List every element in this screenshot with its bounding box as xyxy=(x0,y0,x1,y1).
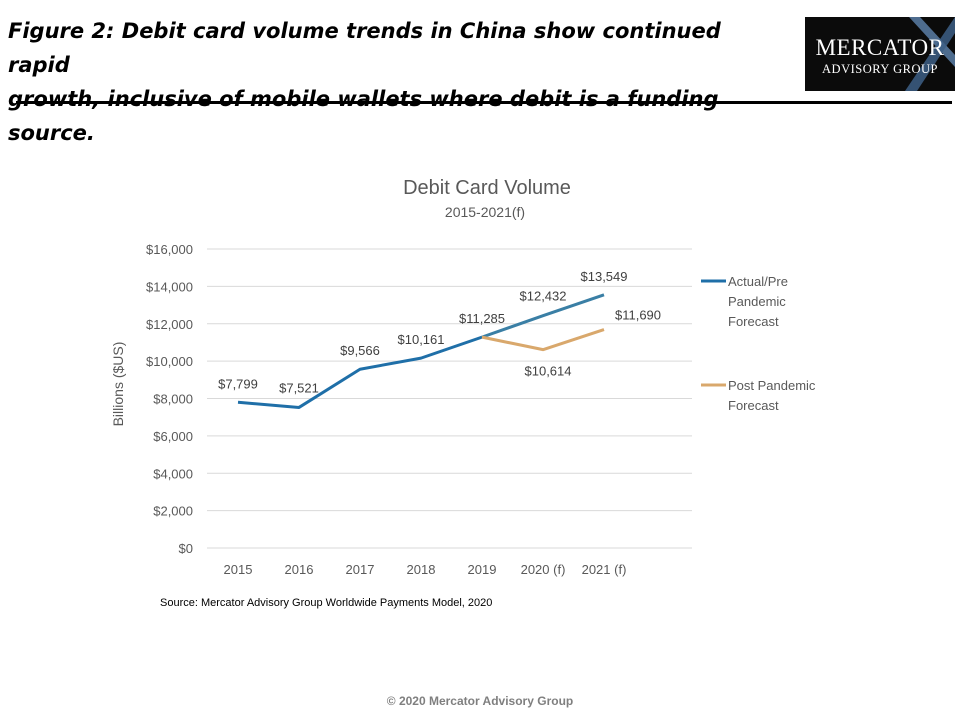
y-tick-label: $4,000 xyxy=(153,466,193,481)
x-tick-label: 2021 (f) xyxy=(582,562,627,577)
y-tick-label: $14,000 xyxy=(146,279,193,294)
data-label: $7,799 xyxy=(218,376,258,391)
legend-label: Pandemic xyxy=(728,294,786,309)
data-label: $9,566 xyxy=(340,343,380,358)
x-tick-label: 2019 xyxy=(468,562,497,577)
data-label: $7,521 xyxy=(279,380,319,395)
y-tick-label: $0 xyxy=(179,541,193,556)
figure-title: Figure 2: Debit card volume trends in Ch… xyxy=(8,14,788,150)
series-actual-line xyxy=(237,335,483,409)
figure-title-line-2: growth, inclusive of mobile wallets wher… xyxy=(8,87,719,145)
x-tick-label: 2018 xyxy=(407,562,436,577)
y-axis-ticks: $0 $2,000 $4,000 $6,000 $8,000 $10,000 $12,000… xyxy=(146,242,193,556)
data-labels: $7,799 $7,521 $9,566 $10,161 $11,285 $12,432 $… xyxy=(218,269,661,396)
y-tick-label: $12,000 xyxy=(146,317,193,332)
legend-label: Forecast xyxy=(728,398,779,413)
data-label: $10,614 xyxy=(525,364,572,379)
series-post-pandemic-line xyxy=(481,328,605,352)
legend-label: Forecast xyxy=(728,314,779,329)
source-note: Source: Mercator Advisory Group Worldwid… xyxy=(160,597,493,609)
chart-subtitle: 2015-2021(f) xyxy=(445,204,525,220)
data-label: $11,285 xyxy=(459,311,505,326)
copyright-note: © 2020 Mercator Advisory Group xyxy=(386,694,574,708)
data-label: $11,690 xyxy=(615,308,661,323)
y-tick-label: $2,000 xyxy=(153,504,193,519)
x-tick-label: 2017 xyxy=(346,562,375,577)
mercator-logo: MERCATOR ADVISORY GROUP xyxy=(805,17,955,91)
logo-text-line-2: ADVISORY GROUP xyxy=(822,62,938,76)
series-pre-pandemic-forecast-line xyxy=(481,293,605,339)
data-label: $10,161 xyxy=(398,332,445,347)
gridlines xyxy=(207,248,692,549)
legend-label: Post Pandemic xyxy=(728,378,816,393)
data-label: $13,549 xyxy=(581,269,628,284)
data-label: $12,432 xyxy=(520,289,567,304)
y-tick-label: $8,000 xyxy=(153,392,193,407)
y-tick-label: $10,000 xyxy=(146,354,193,369)
figure-title-line-1: Figure 2: Debit card volume trends in Ch… xyxy=(8,19,721,77)
x-tick-label: 2020 (f) xyxy=(521,562,566,577)
y-tick-label: $16,000 xyxy=(146,242,193,257)
legend: Actual/Pre Pandemic Forecast Post Pandemic F… xyxy=(701,274,816,413)
x-axis-ticks: 2015 2016 2017 2018 2019 2020 (f) 2021 (f) xyxy=(224,562,627,577)
series-lines xyxy=(237,293,605,409)
y-tick-label: $6,000 xyxy=(153,429,193,444)
logo-text-line-1: MERCATOR xyxy=(815,35,945,60)
y-axis-label: Billions ($US) xyxy=(110,342,126,427)
legend-label: Actual/Pre xyxy=(728,274,788,289)
logo-x-mark xyxy=(905,17,955,91)
chart-title: Debit Card Volume xyxy=(403,177,571,199)
x-tick-label: 2016 xyxy=(285,562,314,577)
title-divider xyxy=(16,101,952,104)
x-tick-label: 2015 xyxy=(224,562,253,577)
